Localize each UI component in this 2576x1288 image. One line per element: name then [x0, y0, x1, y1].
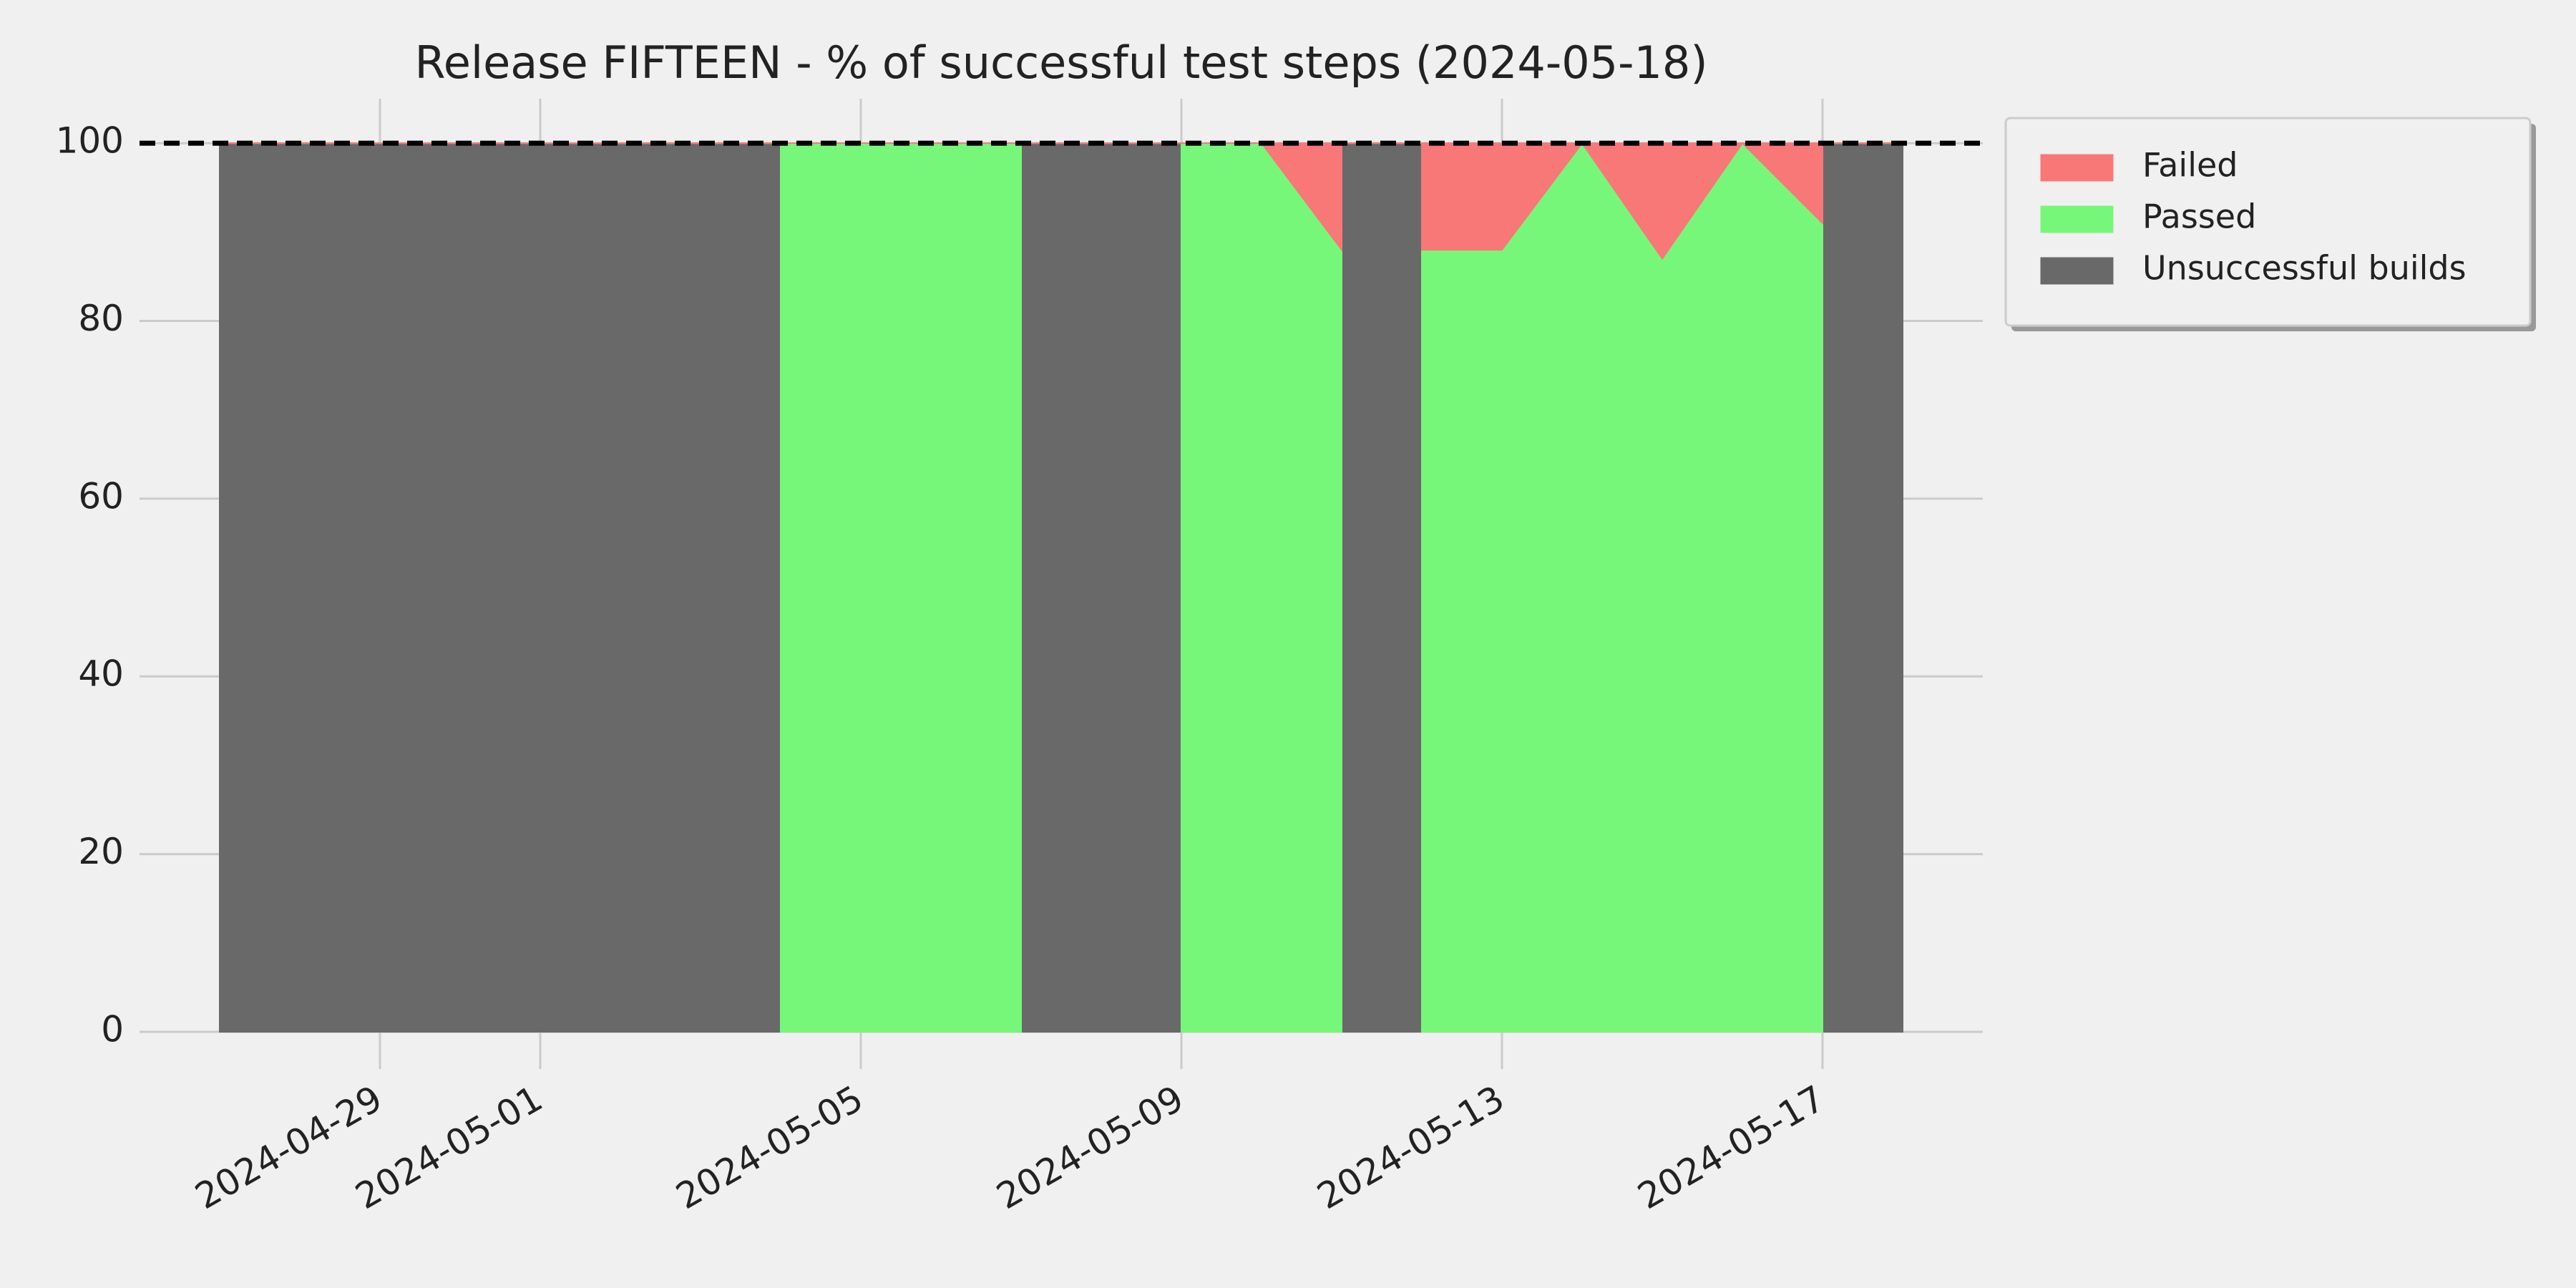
legend-label: Failed [2142, 146, 2238, 185]
legend-swatch [2040, 205, 2114, 233]
legend-label: Passed [2142, 197, 2256, 236]
y-tick-label: 80 [78, 298, 124, 339]
chart-title: Release FIFTEEN - % of successful test s… [414, 36, 1707, 89]
y-tick-label: 0 [101, 1009, 124, 1050]
legend-swatch [2040, 257, 2114, 285]
y-tick-label: 40 [78, 653, 124, 695]
legend-label: Unsuccessful builds [2142, 249, 2467, 288]
legend-box [2004, 117, 2532, 327]
y-tick-label: 60 [78, 475, 124, 517]
legend-swatch [2040, 154, 2114, 182]
y-tick-label: 100 [56, 120, 124, 162]
y-tick-label: 20 [78, 831, 124, 872]
area [220, 142, 1903, 260]
